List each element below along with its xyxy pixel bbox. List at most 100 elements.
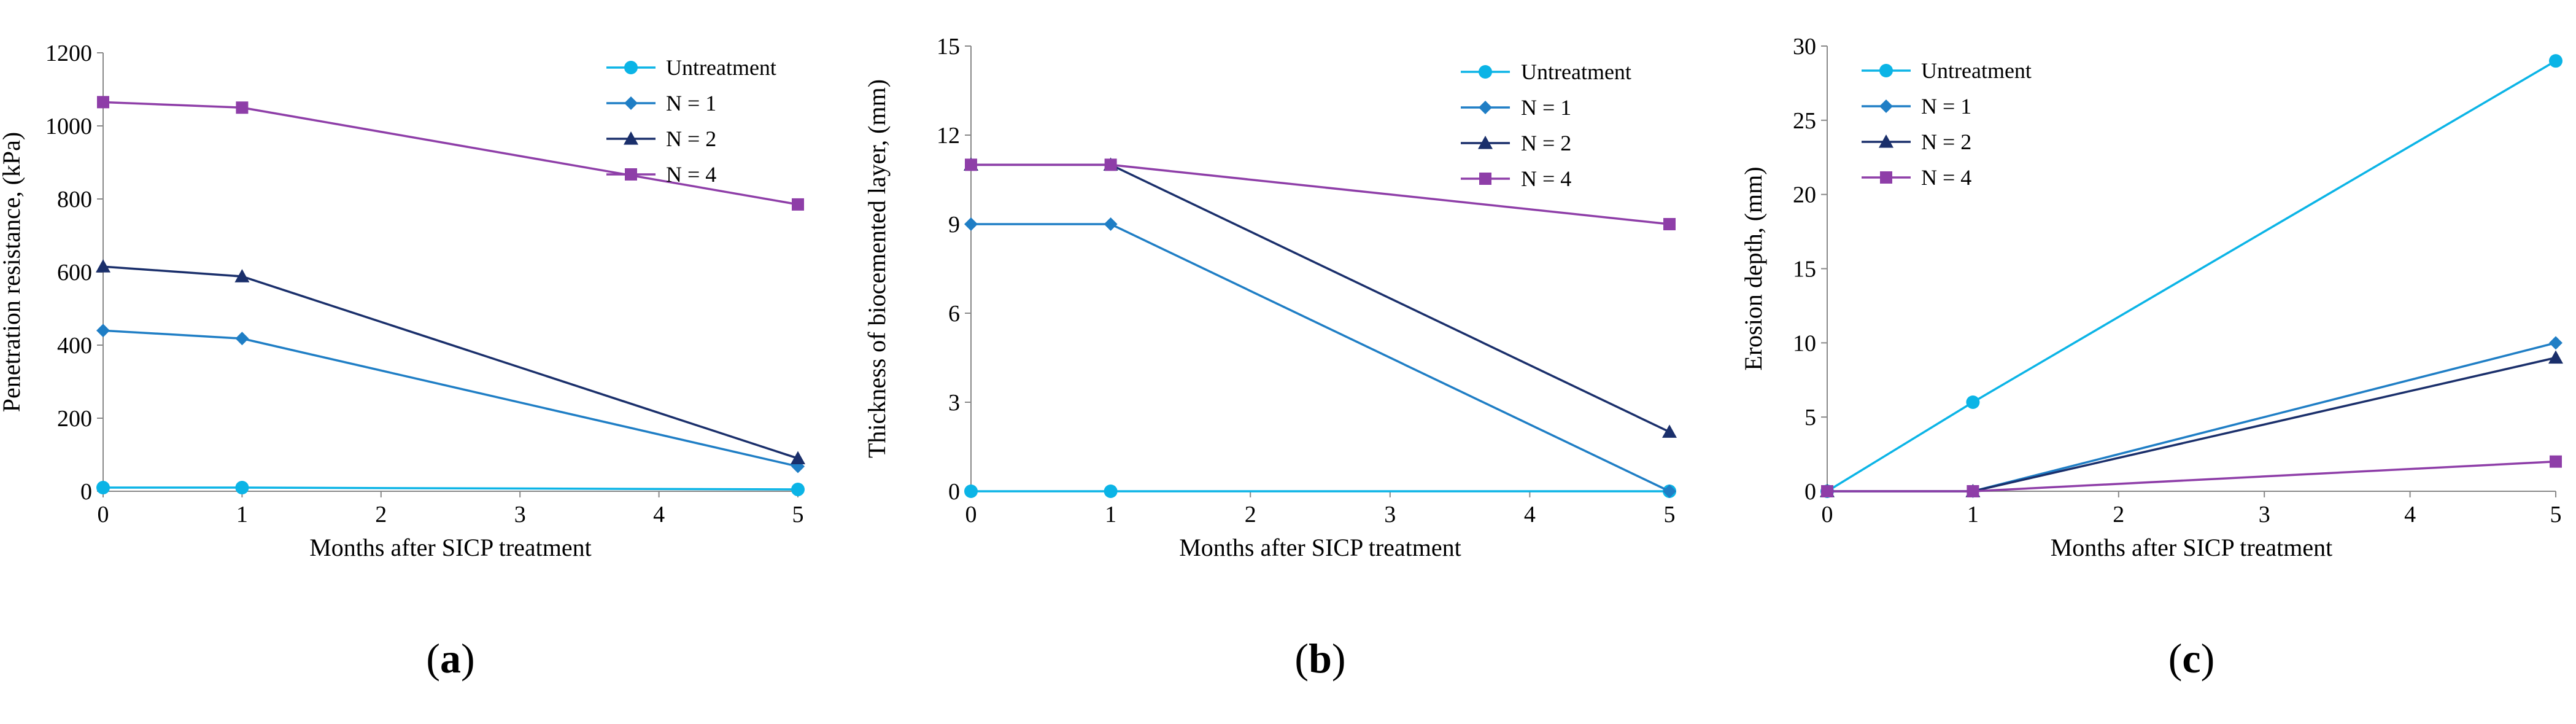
legend-label: Untreatment <box>666 55 776 80</box>
data-point <box>234 269 250 282</box>
data-point <box>2550 455 2562 468</box>
panel-label-letter: a <box>440 635 461 682</box>
legend-marker <box>1478 136 1493 149</box>
x-tick-label: 2 <box>375 502 387 527</box>
legend-marker <box>1879 64 1893 77</box>
y-tick-label: 6 <box>948 301 960 327</box>
legend-marker <box>625 168 637 181</box>
y-tick-label: 0 <box>948 479 960 505</box>
x-tick-label: 3 <box>514 502 526 527</box>
data-point <box>235 332 249 346</box>
legend-marker <box>624 61 638 74</box>
x-tick-label: 0 <box>98 502 109 527</box>
data-point <box>1104 485 1118 498</box>
y-tick-label: 25 <box>1793 108 1816 134</box>
y-tick-label: 30 <box>1793 34 1816 60</box>
x-tick-label: 0 <box>965 502 977 527</box>
y-tick-label: 12 <box>937 123 960 149</box>
x-axis-label: Months after SICP treatment <box>309 534 592 561</box>
y-tick-label: 200 <box>57 406 92 432</box>
data-point <box>1967 485 1979 497</box>
panel-label-close: ) <box>1332 635 1346 682</box>
data-point <box>1104 217 1118 231</box>
data-point <box>791 451 805 465</box>
series-line <box>102 265 799 460</box>
x-tick-label: 3 <box>1384 502 1396 527</box>
y-tick-label: 9 <box>948 212 960 238</box>
series-line <box>1827 460 2556 492</box>
panel-label: (c) <box>2168 635 2215 682</box>
data-point <box>96 481 110 495</box>
legend-marker <box>1880 171 1892 184</box>
data-point <box>235 481 249 495</box>
series-line <box>971 163 1670 433</box>
data-point <box>97 96 109 109</box>
y-axis-label: Penetration resistance, (kPa) <box>0 132 25 413</box>
data-point <box>1966 395 1980 409</box>
legend-label: N = 1 <box>1521 95 1571 120</box>
y-tick-label: 15 <box>937 34 960 60</box>
data-point <box>1662 424 1677 438</box>
y-tick-label: 0 <box>80 479 92 505</box>
data-point <box>964 485 978 498</box>
legend: Untreatment N = 1 N = 2 N = 4 <box>1862 58 2032 190</box>
data-point <box>791 483 805 497</box>
legend-label: N = 4 <box>1521 166 1571 191</box>
data-point <box>2548 350 2563 364</box>
data-point <box>96 259 110 273</box>
panel-label: (b) <box>1294 635 1345 682</box>
y-tick-label: 5 <box>1804 405 1816 430</box>
y-tick-label: 1000 <box>45 114 92 139</box>
legend-marker <box>1879 99 1893 113</box>
series-line <box>1827 341 2556 492</box>
x-tick-label: 4 <box>653 502 665 527</box>
panel-label-letter: c <box>2182 635 2200 682</box>
y-axis-label: Erosion depth, (mm) <box>1739 166 1767 370</box>
x-tick-label: 5 <box>792 502 804 527</box>
legend-label: N = 4 <box>666 162 716 187</box>
series-line <box>102 329 799 468</box>
legend: Untreatment N = 1 N = 2 N = 4 <box>606 55 776 187</box>
legend-marker <box>1479 173 1491 185</box>
data-point <box>2549 336 2562 350</box>
data-point <box>1104 158 1117 171</box>
y-tick-label: 15 <box>1793 257 1816 282</box>
x-tick-label: 2 <box>2113 502 2124 527</box>
x-tick-label: 2 <box>1245 502 1256 527</box>
panel-label-close: ) <box>2201 635 2215 682</box>
data-point <box>2549 54 2562 68</box>
x-axis-label: Months after SICP treatment <box>2051 534 2333 561</box>
data-point <box>964 217 978 231</box>
x-tick-label: 5 <box>2550 502 2562 527</box>
y-tick-label: 400 <box>57 333 92 359</box>
data-point <box>965 158 977 171</box>
x-tick-label: 5 <box>1664 502 1676 527</box>
legend-label: N = 1 <box>666 91 716 115</box>
series-line <box>1827 60 2556 492</box>
x-tick-label: 0 <box>1822 502 1833 527</box>
series-line <box>103 486 799 491</box>
data-point <box>96 324 110 338</box>
panel-label-close: ) <box>461 635 475 682</box>
legend-label: N = 2 <box>1521 131 1571 155</box>
y-tick-label: 10 <box>1793 330 1816 356</box>
y-tick-label: 1200 <box>45 41 92 66</box>
legend-marker <box>1479 101 1492 114</box>
legend-label: N = 1 <box>1921 94 1971 119</box>
chart-panel-a: 0 200 400 600 800 1000 1200 0 1 2 3 4 5 Months after … <box>0 41 805 682</box>
legend-label: Untreatment <box>1521 60 1631 84</box>
legend-marker <box>624 131 638 145</box>
legend-label: N = 2 <box>1921 130 1971 154</box>
y-tick-label: 3 <box>948 390 960 416</box>
x-tick-label: 4 <box>2404 502 2416 527</box>
legend-label: Untreatment <box>1921 58 2032 83</box>
legend-marker <box>1879 134 1893 148</box>
y-axis-label: Thickness of biocemented layer, (mm) <box>863 79 891 458</box>
panel-label: (a) <box>426 635 474 682</box>
data-point <box>1821 485 1833 497</box>
series-line <box>102 101 799 206</box>
data-point <box>1663 485 1676 498</box>
panel-label-open: ( <box>426 635 440 682</box>
